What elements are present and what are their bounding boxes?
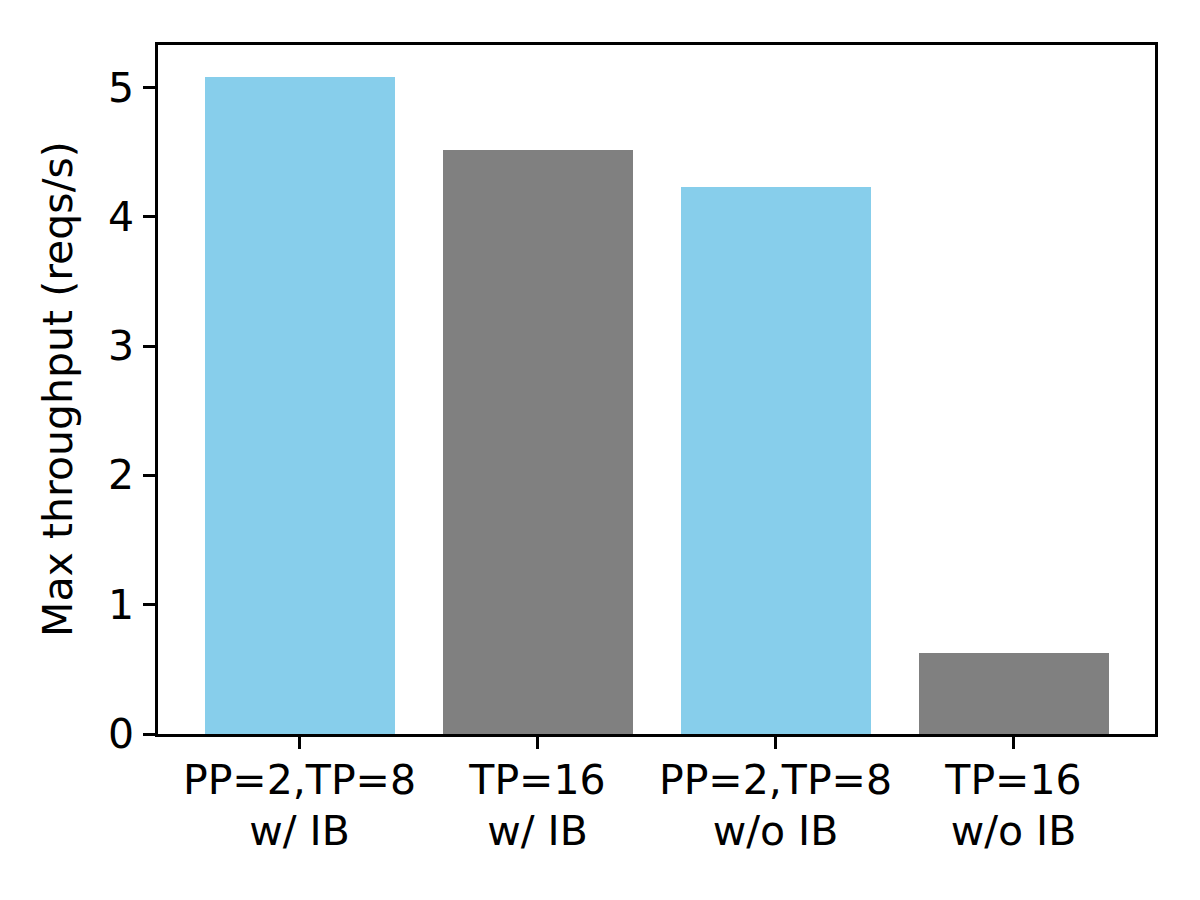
- bar-0: [205, 77, 395, 734]
- x-tick-label: TP=16 w/o IB: [854, 755, 1174, 857]
- bar-1: [443, 150, 633, 734]
- x-tick-mark: [1012, 737, 1015, 749]
- y-tick-label: 5: [0, 63, 134, 113]
- bar-3: [919, 653, 1109, 734]
- y-tick-mark: [143, 603, 155, 606]
- x-tick-mark: [536, 737, 539, 749]
- y-tick-mark: [143, 215, 155, 218]
- x-tick-mark: [298, 737, 301, 749]
- y-tick-mark: [143, 86, 155, 89]
- y-tick-mark: [143, 345, 155, 348]
- x-tick-label: TP=16 w/ IB: [378, 755, 698, 857]
- y-tick-mark: [143, 733, 155, 736]
- plot-area: [155, 42, 1158, 737]
- y-axis-label: Max throughput (reqs/s): [36, 141, 81, 637]
- x-tick-label: PP=2,TP=8 w/o IB: [616, 755, 936, 857]
- x-tick-mark: [774, 737, 777, 749]
- bar-chart-figure: Max throughput (reqs/s) 012345 PP=2,TP=8…: [0, 0, 1200, 900]
- y-tick-mark: [143, 474, 155, 477]
- bar-2: [681, 187, 871, 734]
- x-tick-label: PP=2,TP=8 w/ IB: [140, 755, 460, 857]
- y-tick-label: 0: [0, 709, 134, 759]
